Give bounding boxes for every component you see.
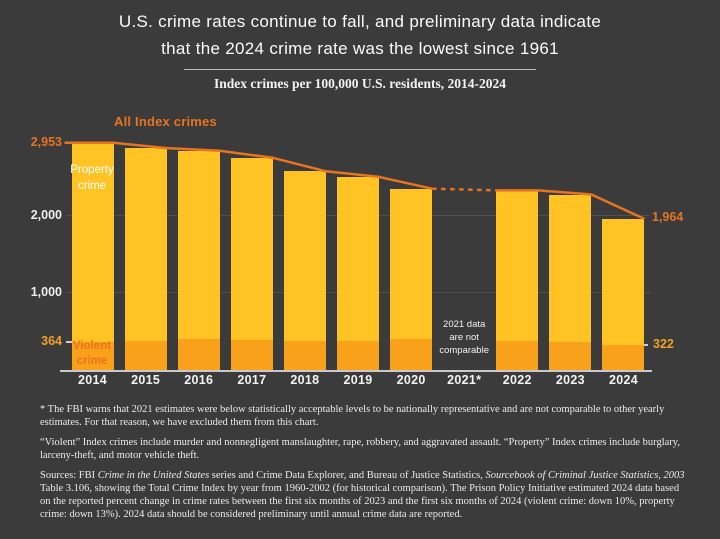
x-axis-label-2014: 2014 — [78, 373, 108, 387]
source-text: series and Crime Data Explorer, and Bure… — [209, 470, 486, 481]
x-axis-labels: 2014 2015 2016 2017 2018 2019 2020 2021* 2022 202… — [66, 373, 650, 387]
x-axis-label-2020: 2020 — [396, 373, 426, 387]
excluded-2021-note: 2021 data are not comparable — [439, 319, 489, 356]
bar-violent-segment-2023 — [549, 342, 592, 370]
plot-area — [60, 130, 652, 372]
footnote-fbi-warning: * The FBI warns that 2021 estimates were… — [40, 404, 665, 428]
sources-note: Sources: FBI Crime in the United States … — [40, 469, 692, 521]
x-axis-label-2017: 2017 — [237, 373, 267, 387]
bar-2024 — [602, 218, 645, 370]
y-label-first-violent: 364 — [41, 334, 62, 348]
footnotes: * The FBI warns that 2021 estimates were… — [40, 403, 692, 528]
x-axis-label-2023: 2023 — [555, 373, 585, 387]
x-axis-label-2022: 2022 — [502, 373, 532, 387]
bar-2018 — [283, 171, 326, 370]
bar-2019 — [337, 176, 379, 370]
x-axis-label-2021: 2021* — [447, 373, 482, 387]
bar-violent-segment-2018 — [283, 340, 326, 370]
bar-2022 — [496, 190, 539, 370]
violent-left-tick — [66, 341, 73, 343]
series-label-property: Property crime — [70, 164, 114, 192]
bar-violent-segment-2017 — [230, 339, 273, 370]
bar-violent-segment-2019 — [337, 340, 379, 370]
chart-subtitle: Index crimes per 100,000 U.S. residents,… — [214, 76, 506, 91]
source-title-italic: Crime in the United States — [97, 470, 210, 481]
y-label-first-total: 2,953 — [30, 135, 62, 149]
series-label-violent: Violent crime — [72, 340, 112, 367]
title-divider — [184, 69, 536, 70]
source-text: Sources: FBI — [40, 470, 98, 481]
end-label-violent: 322 — [653, 337, 674, 351]
series-label-all-index: All Index crimes — [114, 114, 217, 129]
x-axis-label-2018: 2018 — [290, 373, 320, 387]
page-title: U.S. crime rates continue to fall, and p… — [0, 0, 720, 62]
bar-violent-segment-2014 — [71, 342, 114, 370]
bar-violent-segment-2020 — [390, 339, 433, 370]
bar-violent-segment-2022 — [496, 340, 539, 370]
x-axis-label-2024: 2024 — [608, 373, 638, 387]
y-label-1000: 1,000 — [30, 285, 62, 299]
bar-violent-segment-2015 — [124, 341, 167, 370]
x-axis-line — [60, 370, 652, 372]
title-line-2: that the 2024 crime rate was the lowest … — [161, 39, 559, 58]
crime-rate-chart: All Index crimes Property crime Violent … — [60, 114, 652, 387]
bar-2017 — [230, 157, 273, 370]
footnote-definitions: “Violent” Index crimes include murder an… — [40, 437, 680, 461]
end-label-total: 1,964 — [652, 210, 684, 224]
bar-2023 — [549, 194, 592, 370]
bar-2015 — [124, 148, 167, 370]
y-label-2000: 2,000 — [30, 208, 62, 222]
source-title-italic: Sourcebook of Criminal Justice Statistic… — [485, 470, 685, 481]
source-text: Table 3.106, showing the Total Crime Ind… — [40, 483, 680, 520]
bar-violent-segment-2016 — [177, 339, 220, 370]
x-axis-label-2019: 2019 — [343, 373, 373, 387]
title-line-1: U.S. crime rates continue to fall, and p… — [118, 12, 602, 31]
violent-right-tick — [641, 344, 648, 346]
x-axis-label-2016: 2016 — [184, 373, 214, 387]
bar-2020 — [390, 188, 433, 370]
bar-2016 — [177, 150, 220, 370]
x-axis-label-2015: 2015 — [131, 373, 161, 387]
bar-violent-segment-2024 — [602, 345, 645, 370]
